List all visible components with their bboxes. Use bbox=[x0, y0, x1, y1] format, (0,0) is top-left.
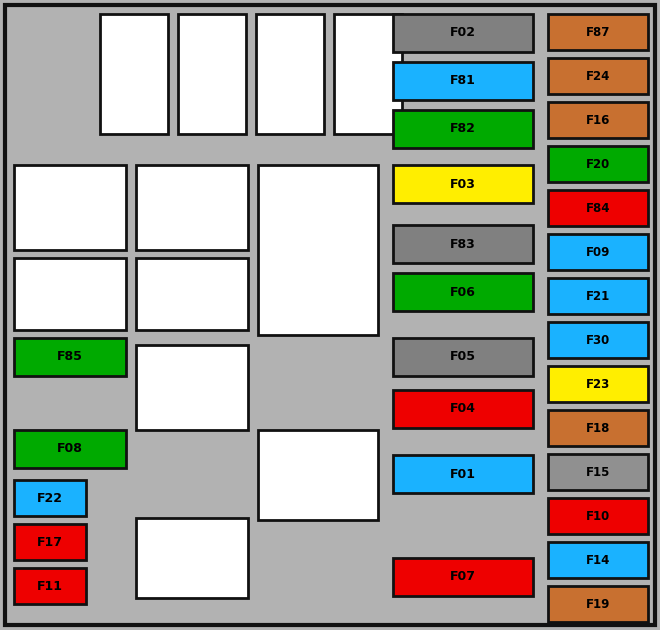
Text: F07: F07 bbox=[450, 571, 476, 583]
Bar bbox=[548, 14, 648, 50]
Bar bbox=[14, 430, 126, 468]
Text: F87: F87 bbox=[586, 25, 611, 38]
Bar bbox=[393, 165, 533, 203]
Bar bbox=[100, 14, 168, 134]
Bar bbox=[548, 454, 648, 490]
Text: F20: F20 bbox=[586, 158, 610, 171]
Bar bbox=[548, 366, 648, 402]
Text: F03: F03 bbox=[450, 178, 476, 190]
Bar bbox=[548, 410, 648, 446]
Bar bbox=[178, 14, 246, 134]
Text: F18: F18 bbox=[586, 421, 611, 435]
Text: F08: F08 bbox=[57, 442, 83, 455]
Bar bbox=[136, 345, 248, 430]
Bar bbox=[136, 258, 248, 330]
Bar bbox=[548, 58, 648, 94]
Text: F11: F11 bbox=[37, 580, 63, 592]
Bar bbox=[393, 273, 533, 311]
Text: F23: F23 bbox=[586, 377, 610, 391]
Text: F15: F15 bbox=[586, 466, 611, 479]
Bar bbox=[548, 542, 648, 578]
Text: F82: F82 bbox=[450, 122, 476, 135]
Text: F06: F06 bbox=[450, 285, 476, 299]
Text: F30: F30 bbox=[586, 333, 610, 347]
Bar bbox=[334, 14, 402, 134]
Bar bbox=[14, 165, 126, 250]
Bar bbox=[258, 430, 378, 520]
Text: F22: F22 bbox=[37, 491, 63, 505]
Text: F24: F24 bbox=[586, 69, 611, 83]
Bar bbox=[393, 62, 533, 100]
Text: F14: F14 bbox=[586, 554, 611, 566]
Text: F81: F81 bbox=[450, 74, 476, 88]
Bar bbox=[14, 258, 126, 330]
Text: F85: F85 bbox=[57, 350, 83, 364]
Bar bbox=[393, 390, 533, 428]
Text: F16: F16 bbox=[586, 113, 611, 127]
Bar bbox=[256, 14, 324, 134]
Bar bbox=[14, 480, 86, 516]
Text: F05: F05 bbox=[450, 350, 476, 364]
Bar bbox=[393, 225, 533, 263]
Text: F83: F83 bbox=[450, 238, 476, 251]
Bar bbox=[14, 338, 126, 376]
Text: F10: F10 bbox=[586, 510, 610, 522]
Text: F04: F04 bbox=[450, 403, 476, 416]
Bar bbox=[14, 524, 86, 560]
Bar bbox=[548, 146, 648, 182]
Bar bbox=[258, 165, 378, 335]
Text: F21: F21 bbox=[586, 290, 610, 302]
Bar bbox=[393, 455, 533, 493]
Bar bbox=[14, 568, 86, 604]
Bar bbox=[393, 558, 533, 596]
Text: F17: F17 bbox=[37, 536, 63, 549]
Bar bbox=[548, 322, 648, 358]
Bar bbox=[136, 165, 248, 250]
Bar bbox=[548, 102, 648, 138]
Bar bbox=[548, 234, 648, 270]
Text: F19: F19 bbox=[586, 597, 611, 610]
Bar bbox=[548, 586, 648, 622]
Bar bbox=[548, 278, 648, 314]
Text: F84: F84 bbox=[586, 202, 611, 214]
Bar bbox=[548, 498, 648, 534]
Text: F01: F01 bbox=[450, 467, 476, 481]
Bar bbox=[393, 110, 533, 148]
Bar bbox=[393, 14, 533, 52]
Text: F02: F02 bbox=[450, 26, 476, 40]
Bar bbox=[136, 518, 248, 598]
Text: F09: F09 bbox=[586, 246, 611, 258]
Bar bbox=[393, 338, 533, 376]
Bar bbox=[548, 190, 648, 226]
